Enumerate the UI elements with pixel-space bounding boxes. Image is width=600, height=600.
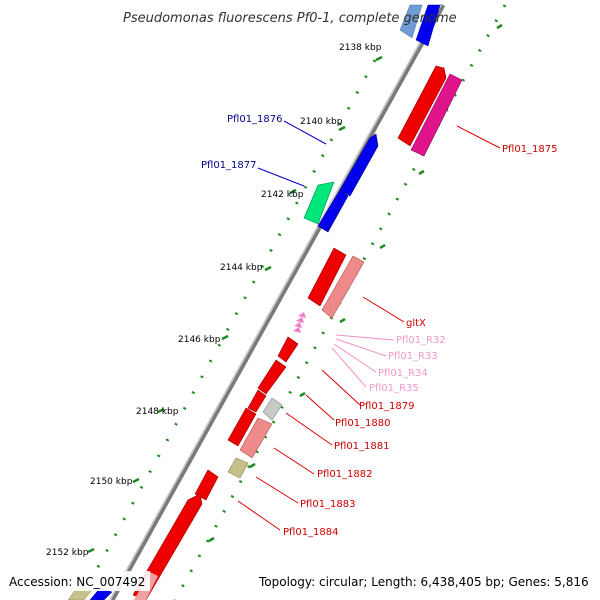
kbp-label-2148: 2148 kbp — [136, 407, 179, 417]
label-pfl01-1877[interactable]: Pfl01_1877 — [201, 160, 257, 171]
label-pfl01-1882[interactable]: Pfl01_1882 — [317, 469, 373, 480]
label-pfl01-r32[interactable]: Pfl01_R32 — [396, 335, 446, 346]
label-pfl01-1875[interactable]: Pfl01_1875 — [502, 144, 558, 155]
label-pfl01-1883[interactable]: Pfl01_1883 — [300, 499, 356, 510]
kbp-label-2138: 2138 kbp — [339, 43, 382, 53]
gene-pfl01-1880[interactable] — [257, 359, 287, 395]
outer-tick-marks — [208, 23, 503, 543]
gene-pfl01-1877[interactable] — [303, 181, 335, 225]
label-pfl01-r35[interactable]: Pfl01_R35 — [369, 383, 419, 394]
map-title: Pseudomonas fluorescens Pf0-1, complete … — [123, 11, 457, 26]
kbp-label-2140: 2140 kbp — [300, 117, 343, 127]
gene-red-1875a[interactable] — [397, 65, 447, 147]
kbp-label-2144: 2144 kbp — [220, 263, 263, 273]
gene-gltx[interactable] — [321, 255, 365, 319]
gene-pfl01-1883[interactable] — [227, 457, 249, 479]
summary-text: Topology: circular; Length: 6,438,405 bp… — [258, 575, 589, 589]
label-pfl01-1876[interactable]: Pfl01_1876 — [227, 114, 283, 125]
gene-red-mid[interactable] — [247, 389, 267, 413]
kbp-label-2152: 2152 kbp — [46, 548, 89, 558]
kbp-label-2142: 2142 kbp — [261, 190, 304, 200]
trna-cluster[interactable] — [293, 312, 306, 333]
leader-lines-reverse — [237, 125, 501, 531]
kbp-label-2150: 2150 kbp — [90, 477, 133, 487]
kbp-label-2146: 2146 kbp — [178, 335, 221, 345]
gene-red-1881b[interactable] — [227, 407, 257, 447]
label-pfl01-1880[interactable]: Pfl01_1880 — [335, 418, 391, 429]
label-gltx[interactable]: gltX — [406, 318, 426, 329]
label-pfl01-r33[interactable]: Pfl01_R33 — [388, 351, 438, 362]
label-pfl01-1881[interactable]: Pfl01_1881 — [334, 441, 390, 452]
gene-pfl01-1881[interactable] — [262, 397, 283, 421]
gene-top-blue[interactable] — [415, 4, 441, 47]
accession-text: Accession: NC_007492 — [9, 575, 145, 589]
inner-dot-track — [78, 59, 377, 600]
gene-red-1883[interactable] — [194, 469, 219, 501]
label-pfl01-r34[interactable]: Pfl01_R34 — [378, 368, 428, 379]
label-pfl01-1879[interactable]: Pfl01_1879 — [359, 401, 415, 412]
footer-left-bg — [4, 571, 150, 591]
gene-top-light-blue[interactable] — [399, 4, 423, 39]
gene-pfl01-1876[interactable] — [339, 133, 379, 197]
genome-backbone — [109, 3, 446, 600]
genome-backbone-highlight — [109, 4, 442, 600]
footer-right-bg — [256, 571, 596, 591]
gene-red-large[interactable] — [307, 247, 347, 307]
gene-pfl01-1882[interactable] — [239, 417, 273, 459]
gene-pfl01-1875[interactable] — [410, 73, 463, 157]
gene-blue-small[interactable] — [317, 189, 349, 233]
leader-lines-forward — [257, 120, 327, 187]
kbp-tick-marks — [87, 55, 383, 554]
leader-lines-rna — [331, 334, 395, 388]
label-pfl01-1884[interactable]: Pfl01_1884 — [283, 527, 339, 538]
gene-pfl01-1879[interactable] — [277, 336, 299, 363]
